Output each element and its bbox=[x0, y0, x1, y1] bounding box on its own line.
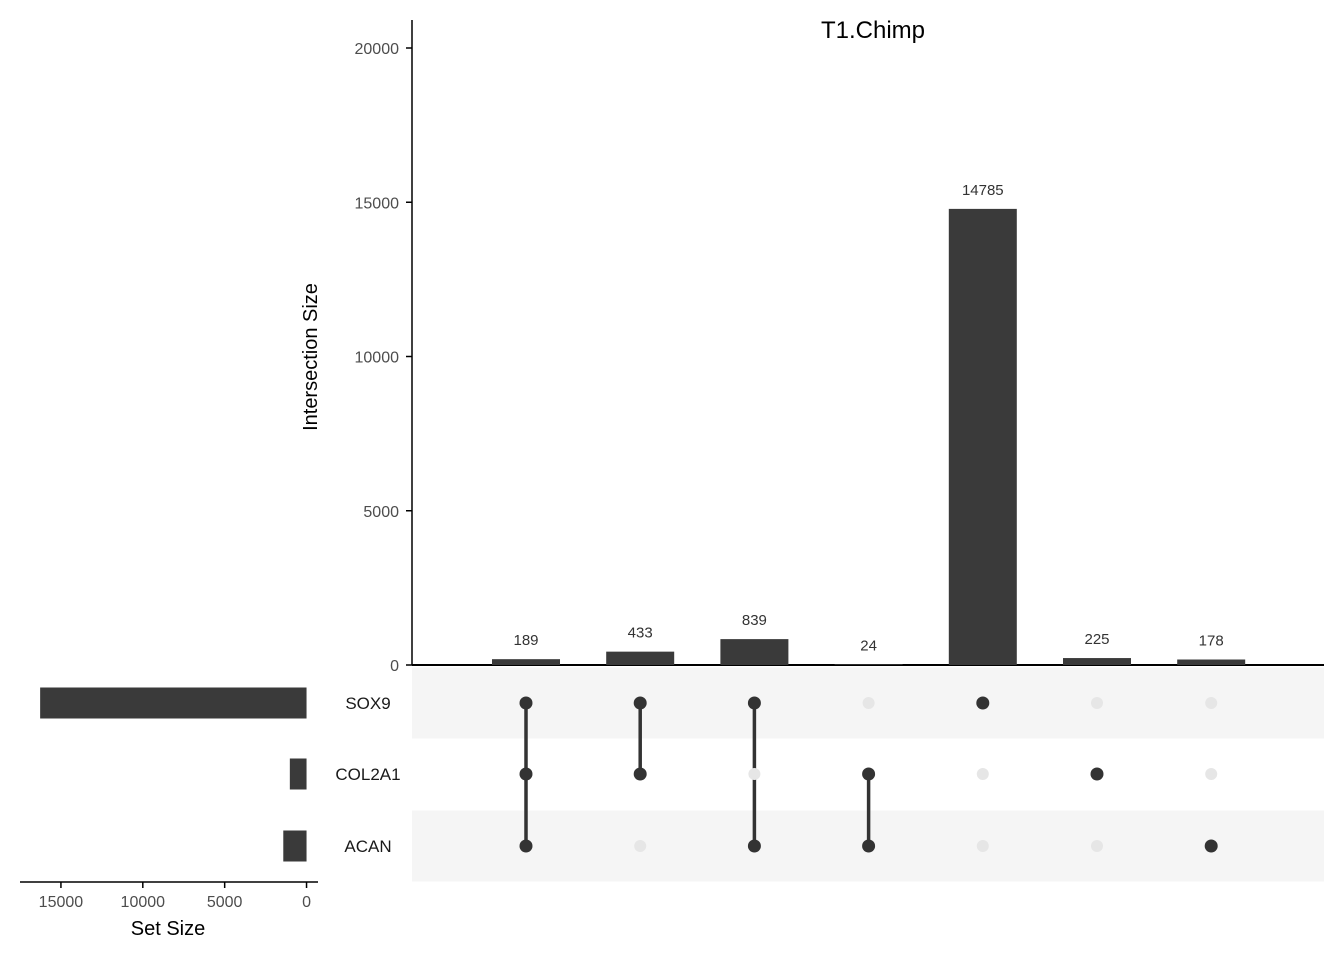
y-tick-label: 15000 bbox=[355, 195, 400, 212]
matrix-dot-inactive bbox=[1205, 697, 1218, 709]
intersection-bar bbox=[720, 639, 789, 665]
y-tick-label: 5000 bbox=[363, 504, 399, 521]
intersection-axis: 0 5000 10000 15000 20000 bbox=[355, 20, 1324, 675]
matrix-dot-active bbox=[1204, 839, 1218, 853]
intersection-matrix bbox=[519, 696, 1218, 853]
matrix-dot-inactive bbox=[634, 840, 647, 852]
intersection-bar-label: 24 bbox=[860, 637, 877, 654]
matrix-dot-inactive bbox=[976, 768, 989, 780]
intersection-bar-label: 225 bbox=[1084, 631, 1109, 648]
intersection-bar-labels: 189 433 839 24 14785 225 178 bbox=[513, 182, 1223, 654]
matrix-dot-active bbox=[976, 696, 990, 710]
set-size-bar bbox=[289, 758, 307, 790]
set-names: SOX9 COL2A1 ACAN bbox=[335, 694, 400, 856]
set-size-tick-label: 5000 bbox=[207, 894, 243, 911]
y-tick-label: 10000 bbox=[355, 350, 400, 367]
set-size-tick-label: 15000 bbox=[39, 894, 84, 911]
y-axis-title: Intersection Size bbox=[300, 283, 322, 431]
intersection-bar bbox=[948, 208, 1017, 665]
intersection-bar bbox=[492, 659, 560, 665]
chart-title: T1.Chimp bbox=[821, 17, 925, 44]
set-name-label: SOX9 bbox=[345, 694, 390, 713]
matrix-dot-active bbox=[747, 839, 761, 853]
intersection-bar bbox=[1063, 658, 1131, 665]
intersection-bar-label: 839 bbox=[742, 612, 767, 629]
intersection-bar-label: 433 bbox=[628, 625, 653, 642]
intersection-bar-label: 178 bbox=[1199, 633, 1224, 650]
matrix-dot-active bbox=[1090, 767, 1104, 781]
matrix-dot-inactive bbox=[1091, 697, 1103, 709]
matrix-dot-active bbox=[862, 839, 876, 853]
set-name-label: COL2A1 bbox=[335, 765, 400, 784]
set-size-bar bbox=[283, 830, 307, 862]
intersection-bar bbox=[606, 651, 675, 665]
intersection-bars bbox=[492, 208, 1246, 665]
matrix-dot-active bbox=[747, 696, 761, 710]
set-size-axis-title: Set Size bbox=[131, 918, 205, 940]
matrix-dot-active bbox=[519, 696, 533, 710]
matrix-dot-active bbox=[862, 767, 876, 781]
matrix-dot-inactive bbox=[976, 840, 989, 852]
y-tick-label: 20000 bbox=[355, 41, 400, 58]
set-size-bar bbox=[40, 687, 307, 719]
matrix-dot-inactive bbox=[1091, 840, 1103, 852]
set-name-label: ACAN bbox=[344, 837, 391, 856]
y-tick-label: 0 bbox=[390, 658, 399, 675]
matrix-dot-active bbox=[519, 839, 533, 853]
intersection-bar-label: 14785 bbox=[962, 182, 1004, 199]
matrix-dot-active bbox=[633, 696, 647, 710]
set-size-tick-label: 10000 bbox=[121, 894, 166, 911]
matrix-dot-active bbox=[633, 767, 647, 781]
set-size-bars bbox=[40, 687, 307, 862]
intersection-bar bbox=[834, 664, 903, 665]
set-size-tick-label: 0 bbox=[302, 894, 311, 911]
intersection-bar-label: 189 bbox=[513, 632, 538, 649]
intersection-bar bbox=[1177, 659, 1246, 665]
set-size-axis: 15000 10000 5000 0 bbox=[20, 881, 318, 911]
matrix-dot-active bbox=[519, 767, 533, 781]
matrix-dot-inactive bbox=[1205, 768, 1218, 780]
matrix-dot-inactive bbox=[748, 768, 761, 780]
matrix-dot-inactive bbox=[862, 697, 875, 709]
